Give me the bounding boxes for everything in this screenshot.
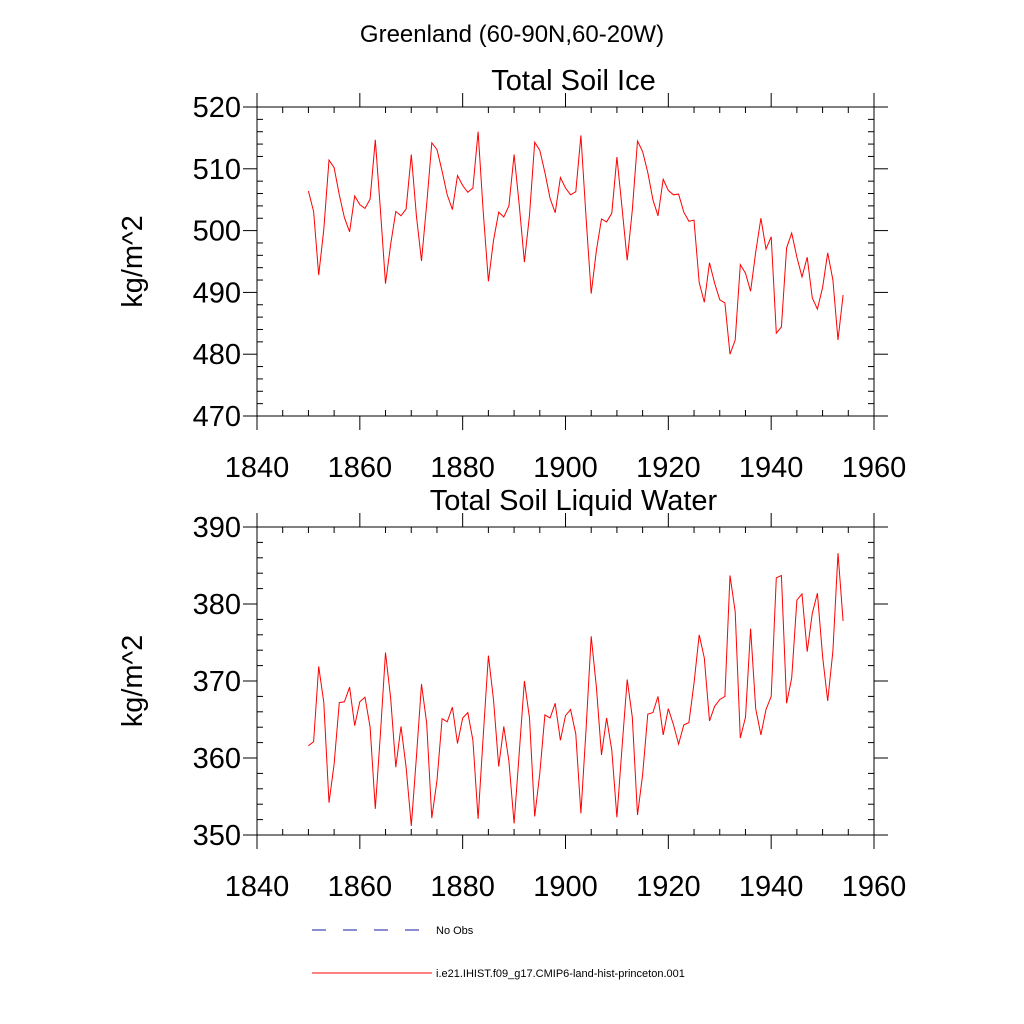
x-tick-label: 1880 xyxy=(430,871,495,903)
series-line xyxy=(308,553,844,826)
legend: No Obs i.e21.IHIST.f09_g17.CMIP6-land-hi… xyxy=(312,925,685,980)
y-axis-label: kg/m^2 xyxy=(117,635,149,728)
page-title: Greenland (60-90N,60-20W) xyxy=(360,21,664,48)
x-tick-label: 1860 xyxy=(328,452,393,484)
plot-frame xyxy=(256,106,875,417)
y-tick-label: 470 xyxy=(193,401,241,433)
y-tick-label: 510 xyxy=(193,154,241,186)
y-tick-label: 390 xyxy=(193,512,241,544)
y-tick-label: 360 xyxy=(193,743,241,775)
plot-frame xyxy=(256,526,875,836)
x-tick-label: 1840 xyxy=(225,871,290,903)
x-tick-label: 1940 xyxy=(739,452,804,484)
x-tick-label: 1840 xyxy=(225,452,290,484)
y-tick-label: 370 xyxy=(193,666,241,698)
x-tick-label: 1900 xyxy=(533,871,598,903)
x-tick-label: 1940 xyxy=(739,871,804,903)
x-tick-label: 1960 xyxy=(842,452,907,484)
x-tick-label: 1880 xyxy=(430,452,495,484)
y-axis-label: kg/m^2 xyxy=(117,215,149,308)
x-tick-label: 1900 xyxy=(533,452,598,484)
legend-label-model: i.e21.IHIST.f09_g17.CMIP6-land-hist-prin… xyxy=(436,968,685,980)
y-tick-label: 380 xyxy=(193,589,241,621)
chart-title: Total Soil Ice xyxy=(491,65,655,97)
legend-label-no-obs: No Obs xyxy=(436,925,474,937)
chart-total-soil-ice: Total Soil Ice 1840 1860 1880 1900 1920 1940 19… xyxy=(117,65,906,484)
y-tick-label: 350 xyxy=(193,820,241,852)
x-tick-label: 1920 xyxy=(636,871,701,903)
series-line xyxy=(307,131,844,355)
x-tick-label: 1860 xyxy=(328,871,393,903)
chart-total-soil-liquid-water: Total Soil Liquid Water 1840 1860 1880 1900 1… xyxy=(117,485,906,903)
y-tick-label: 520 xyxy=(193,92,241,124)
chart-title: Total Soil Liquid Water xyxy=(430,485,718,517)
x-tick-label: 1960 xyxy=(842,871,907,903)
y-tick-label: 480 xyxy=(193,339,241,371)
x-tick-label: 1920 xyxy=(636,452,701,484)
y-tick-label: 500 xyxy=(193,216,241,248)
y-tick-label: 490 xyxy=(193,277,241,309)
